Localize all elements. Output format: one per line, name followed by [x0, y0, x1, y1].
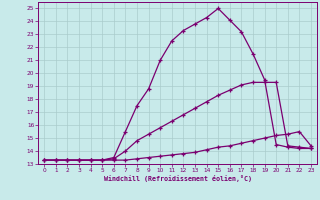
X-axis label: Windchill (Refroidissement éolien,°C): Windchill (Refroidissement éolien,°C): [104, 175, 252, 182]
